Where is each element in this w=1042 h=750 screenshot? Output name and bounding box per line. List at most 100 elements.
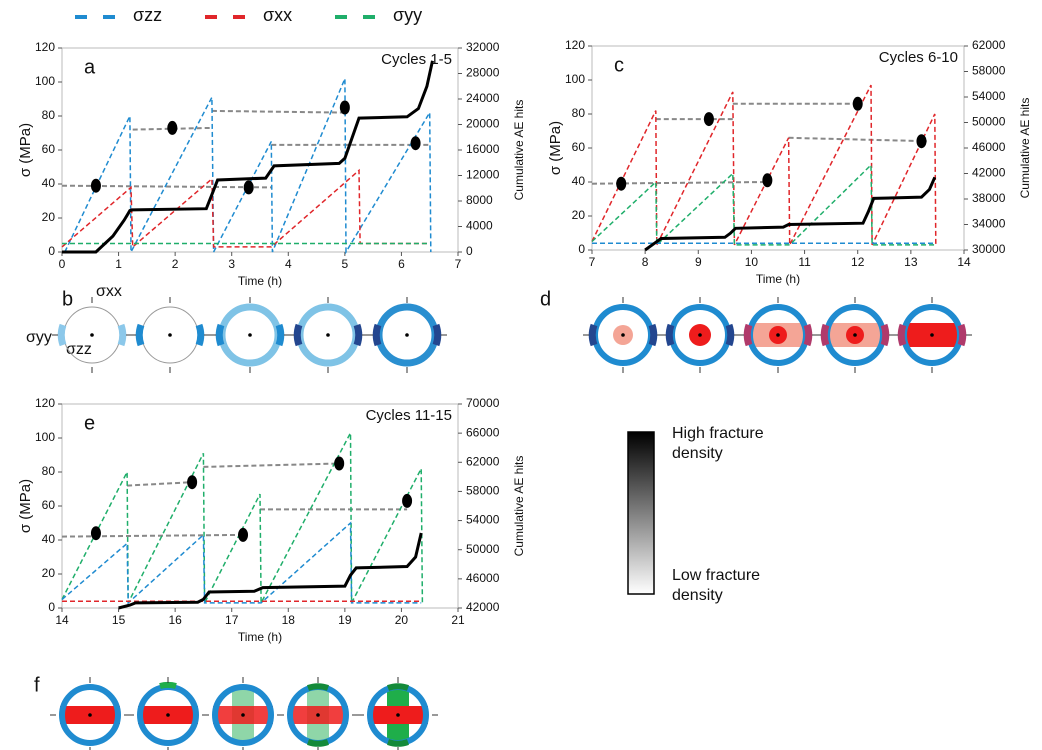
center-dot — [166, 713, 170, 717]
y2-tick-label: 58000 — [972, 64, 1006, 78]
center-dot — [326, 333, 330, 337]
center-dot — [621, 333, 625, 337]
platen — [669, 325, 671, 345]
event-marker — [91, 179, 101, 193]
center-dot — [168, 333, 172, 337]
x-tick-label: 1 — [115, 257, 122, 271]
event-marker — [916, 134, 926, 148]
legend-label: σyy — [393, 5, 422, 25]
panel-label: e — [84, 412, 95, 434]
event-marker — [704, 112, 714, 126]
y-tick-label: 0 — [48, 244, 55, 258]
colorbar — [628, 432, 654, 594]
y-tick-label: 100 — [565, 72, 585, 86]
y2-tick-label: 58000 — [466, 484, 500, 498]
stress-label: σyy — [26, 329, 52, 346]
y2-tick-label: 38000 — [972, 191, 1006, 205]
guide-line — [592, 104, 927, 184]
y2-tick-label: 12000 — [466, 168, 500, 182]
y-tick-label: 80 — [42, 108, 56, 122]
y2-tick-label: 28000 — [466, 66, 500, 80]
y2-tick-label: 50000 — [466, 542, 500, 556]
x-tick-label: 9 — [695, 255, 702, 269]
center-dot — [88, 713, 92, 717]
platen — [807, 325, 809, 345]
chart-title: Cycles 11-15 — [366, 407, 452, 424]
colorbar-low-label: Low fracture density — [672, 566, 812, 606]
platen — [61, 325, 63, 345]
platen — [199, 325, 201, 345]
y-tick-label: 60 — [42, 142, 56, 156]
y-tick-label: 20 — [42, 210, 56, 224]
y2-tick-label: 24000 — [466, 91, 500, 105]
platen — [592, 325, 594, 345]
platen — [160, 685, 176, 686]
x-tick-label: 18 — [282, 613, 296, 627]
x-tick-label: 7 — [455, 257, 462, 271]
center-dot — [316, 713, 320, 717]
guide-line — [62, 464, 407, 537]
event-marker — [853, 97, 863, 111]
y-tick-label: 120 — [35, 40, 55, 54]
y2-tick-label: 42000 — [972, 166, 1006, 180]
event-marker — [334, 457, 344, 471]
platen — [308, 686, 328, 688]
plot-frame — [592, 46, 964, 250]
y2-tick-label: 62000 — [972, 38, 1006, 52]
y-tick-label: 60 — [572, 140, 586, 154]
y2-tick-label: 54000 — [466, 513, 500, 527]
platen — [824, 325, 826, 345]
legend-label: σzz — [133, 5, 162, 25]
x-tick-label: 2 — [172, 257, 179, 271]
y-tick-label: 120 — [565, 38, 585, 52]
event-marker — [244, 180, 254, 194]
y2-tick-label: 70000 — [466, 396, 500, 410]
y2-tick-label: 20000 — [466, 117, 500, 131]
y-tick-label: 40 — [42, 532, 56, 546]
x-tick-label: 19 — [338, 613, 352, 627]
platen — [308, 742, 328, 744]
y-tick-label: 0 — [48, 600, 55, 614]
x-tick-label: 14 — [55, 613, 69, 627]
event-marker — [402, 494, 412, 508]
event-marker — [762, 173, 772, 187]
x-tick-label: 15 — [112, 613, 126, 627]
series-line — [592, 85, 936, 245]
x-tick-label: 6 — [398, 257, 405, 271]
plot-frame — [62, 48, 458, 252]
y2-tick-label: 34000 — [972, 217, 1006, 231]
x-tick-label: 11 — [798, 255, 811, 269]
x-tick-label: 10 — [745, 255, 759, 269]
center-dot — [776, 333, 780, 337]
stress-label: σzz — [66, 341, 92, 358]
center-dot — [248, 333, 252, 337]
y-axis-label: σ (MPa) — [17, 479, 34, 533]
x-tick-label: 4 — [285, 257, 292, 271]
center-dot — [90, 333, 94, 337]
event-marker — [167, 121, 177, 135]
y-axis-label: σ (MPa) — [17, 123, 34, 177]
y2-tick-label: 54000 — [972, 89, 1006, 103]
y2-tick-label: 32000 — [466, 40, 500, 54]
panel-label: d — [540, 288, 551, 310]
center-dot — [930, 333, 934, 337]
platen — [388, 686, 408, 688]
plot-frame — [62, 404, 458, 608]
x-axis-label: Time (h) — [238, 274, 282, 288]
platen — [961, 325, 963, 345]
y2-tick-label: 50000 — [972, 115, 1006, 129]
y-tick-label: 80 — [42, 464, 56, 478]
y2-tick-label: 46000 — [972, 140, 1006, 154]
x-tick-label: 17 — [225, 613, 239, 627]
platen — [652, 325, 654, 345]
platen — [747, 325, 749, 345]
legend-label: σxx — [263, 5, 292, 25]
colorbar-high-label: High fracture density — [672, 424, 812, 464]
y-tick-label: 20 — [42, 566, 56, 580]
platen — [357, 325, 359, 345]
platen — [139, 325, 141, 345]
y-tick-label: 120 — [35, 396, 55, 410]
y2-axis-label: Cumulative AE hits — [512, 456, 526, 557]
x-tick-label: 21 — [451, 613, 465, 627]
event-marker — [187, 475, 197, 489]
